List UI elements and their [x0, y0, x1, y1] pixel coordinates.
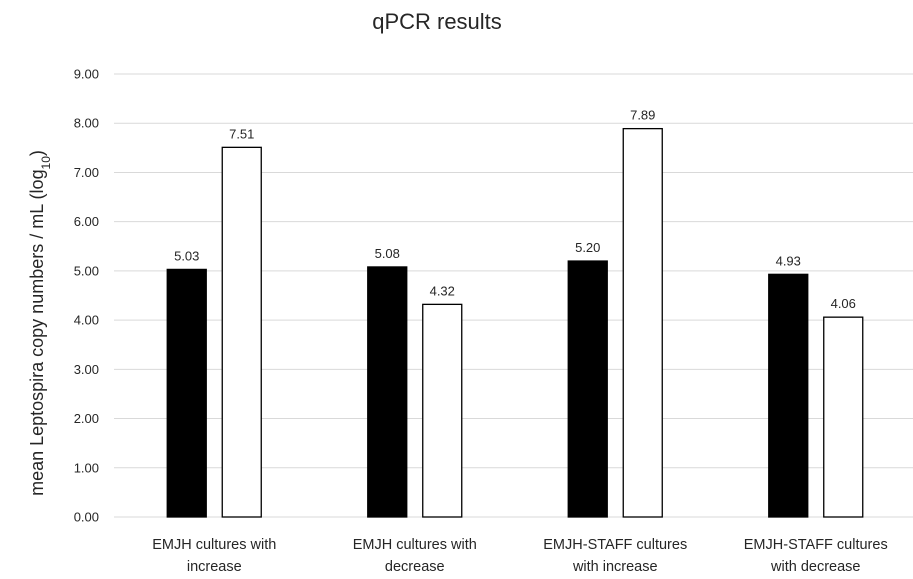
y-axis-label-subscript: 10 [39, 156, 53, 170]
data-label: 4.93 [776, 253, 801, 268]
y-tick-label: 0.00 [74, 510, 99, 525]
y-tick-label: 2.00 [74, 411, 99, 426]
data-label: 4.06 [831, 296, 856, 311]
x-category-label: EMJH cultures with [152, 537, 276, 553]
y-tick-label: 4.00 [74, 313, 99, 328]
y-axis-label-close: ) [27, 150, 47, 156]
y-tick-label: 1.00 [74, 460, 99, 475]
x-category-label: EMJH-STAFF cultures [744, 537, 888, 553]
x-axis-categories: EMJH cultures with increase EMJH cultures … [152, 537, 888, 575]
x-category-label: with decrease [770, 559, 860, 574]
bars [166, 127, 864, 518]
y-axis-label-main: mean Leptospira copy numbers / mL (log [27, 169, 47, 496]
data-label: 5.03 [174, 248, 199, 263]
chart-title: qPCR results [372, 9, 502, 34]
bar-series-1-cat-1 [166, 268, 207, 518]
x-category-label: increase [187, 559, 242, 574]
bar-series-2-cat-4 [823, 316, 864, 518]
x-category-label: EMJH cultures with [353, 537, 477, 553]
bar-series-2-cat-3 [622, 127, 663, 518]
bar-series-1-cat-4 [768, 273, 809, 518]
y-axis-label: mean Leptospira copy numbers / mL (log10… [27, 150, 53, 496]
data-label: 7.89 [630, 108, 655, 123]
bar-series-1-cat-3 [567, 260, 608, 518]
y-tick-label: 3.00 [74, 362, 99, 377]
y-tick-label: 5.00 [74, 263, 99, 278]
data-labels: 5.03 7.51 5.08 4.32 5.20 7.89 4.93 4.06 [174, 108, 856, 312]
y-tick-label: 9.00 [74, 67, 99, 82]
data-label: 7.51 [229, 126, 254, 141]
y-tick-label: 6.00 [74, 214, 99, 229]
data-label: 4.32 [430, 283, 455, 298]
bar-series-1-cat-2 [367, 266, 408, 518]
y-tick-label: 8.00 [74, 116, 99, 131]
bar-series-2-cat-2 [422, 303, 463, 518]
x-category-label: EMJH-STAFF cultures [543, 537, 687, 553]
y-axis-ticks: 0.00 1.00 2.00 3.00 4.00 5.00 6.00 7.00 8.00 9.00 [74, 67, 99, 525]
x-category-label: with increase [572, 559, 658, 574]
data-label: 5.08 [375, 246, 400, 261]
bar-series-2-cat-1 [221, 146, 262, 518]
y-tick-label: 7.00 [74, 165, 99, 180]
data-label: 5.20 [575, 240, 600, 255]
x-category-label: decrease [385, 559, 445, 574]
